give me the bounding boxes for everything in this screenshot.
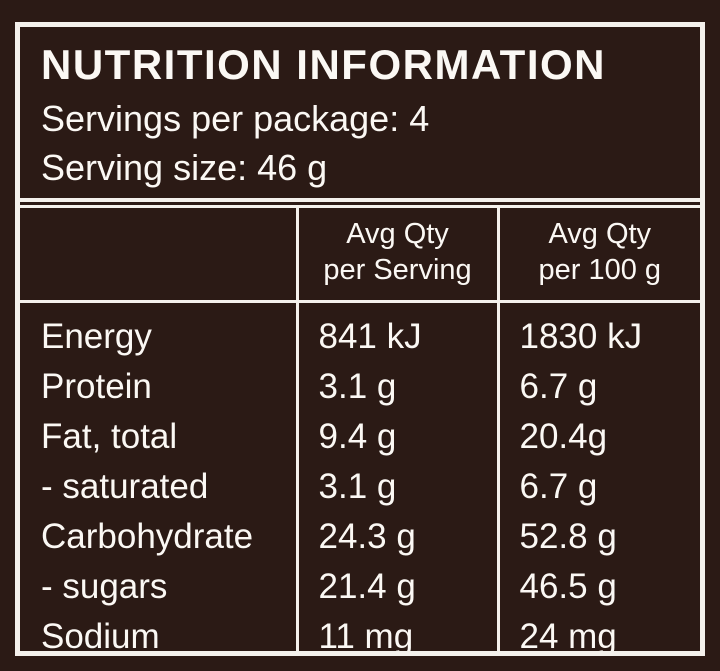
value-per-100g: 52.8 g	[496, 512, 700, 562]
nutrient-name: Protein	[41, 367, 152, 406]
panel-title: NUTRITION INFORMATION	[41, 41, 606, 88]
column-header-per-100g-line2: per 100 g	[538, 254, 662, 286]
table-row: Carbohydrate 24.3 g 52.8 g	[20, 512, 700, 562]
column-header-per-100g: Avg Qty per 100 g	[496, 205, 700, 303]
panel-header: NUTRITION INFORMATION Servings per packa…	[20, 27, 700, 202]
table-row: Sodium 11 mg 24 mg	[20, 612, 700, 656]
nutrient-name: Fat, total	[41, 417, 178, 456]
nutrition-table: Avg Qty per Serving Avg Qty per 100 g En…	[20, 205, 700, 656]
nutrient-name: Carbohydrate	[41, 517, 254, 556]
value-per-serving: 841 kJ	[295, 301, 498, 362]
value-per-100g: 6.7 g	[496, 462, 700, 512]
value-per-serving: 9.4 g	[295, 412, 498, 462]
table-row: - sugars 21.4 g 46.5 g	[20, 562, 700, 612]
column-header-nutrient-empty	[20, 205, 297, 303]
value-per-100g: 20.4g	[496, 412, 700, 462]
table-row: Fat, total 9.4 g 20.4g	[20, 412, 700, 462]
value-per-serving: 3.1 g	[295, 362, 498, 412]
nutrition-table-body: Energy 841 kJ 1830 kJ Protein 3.1 g 6.7 …	[20, 301, 700, 656]
table-row: Energy 841 kJ 1830 kJ	[20, 301, 700, 362]
column-header-per-serving-line2: per Serving	[323, 254, 472, 286]
value-per-100g: 46.5 g	[496, 562, 700, 612]
serving-size: Serving size: 46 g	[41, 147, 328, 189]
value-per-serving: 3.1 g	[295, 462, 498, 512]
table-row: - saturated 3.1 g 6.7 g	[20, 462, 700, 512]
column-header-per-100g-line1: Avg Qty	[548, 218, 652, 250]
nutrient-name: - sugars	[41, 567, 168, 606]
column-header-per-serving: Avg Qty per Serving	[295, 205, 498, 303]
nutrition-panel: NUTRITION INFORMATION Servings per packa…	[15, 22, 705, 656]
table-header-row: Avg Qty per Serving Avg Qty per 100 g	[20, 205, 700, 303]
nutrient-name: - saturated	[41, 467, 209, 506]
value-per-serving: 24.3 g	[295, 512, 498, 562]
servings-per-package: Servings per package: 4	[41, 98, 430, 140]
table-row: Protein 3.1 g 6.7 g	[20, 362, 700, 412]
value-per-100g: 6.7 g	[496, 362, 700, 412]
column-header-per-serving-line1: Avg Qty	[346, 218, 449, 250]
nutrient-name: Sodium	[41, 617, 160, 656]
value-per-100g: 1830 kJ	[496, 301, 700, 362]
nutrient-name: Energy	[41, 317, 152, 356]
value-per-serving: 21.4 g	[295, 562, 498, 612]
value-per-100g: 24 mg	[496, 612, 700, 651]
value-per-serving: 11 mg	[295, 612, 498, 651]
